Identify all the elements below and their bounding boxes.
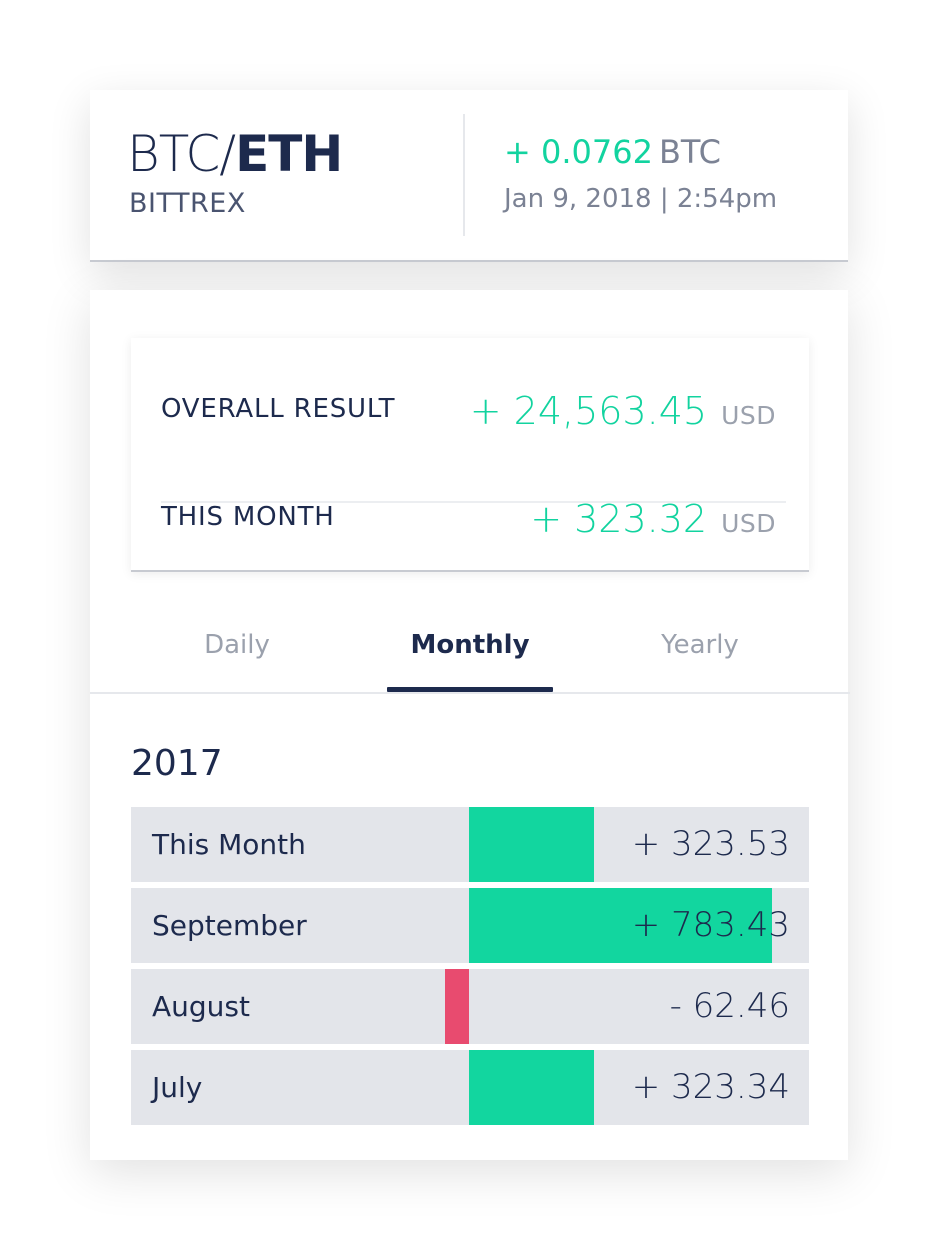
header-divider: [463, 114, 465, 236]
price-change: + 0.0762 BTC: [504, 132, 721, 172]
month-label: September: [152, 909, 307, 942]
month-value: + 783.43: [631, 905, 790, 945]
month-label: August: [152, 990, 250, 1023]
monthly-results-list: This Month + 323.53 September + 783.43 A…: [131, 807, 809, 1131]
this-month-value: + 323.32 USD: [530, 484, 776, 554]
tab-daily[interactable]: Daily: [204, 630, 270, 660]
active-tab-indicator: [387, 687, 553, 692]
pair-base: BTC/: [127, 125, 236, 183]
pair-quote: ETH: [235, 125, 343, 183]
month-value: - 62.46: [669, 986, 790, 1026]
results-card: OVERALL RESULT + 24,563.45 USD THIS MONTH…: [90, 290, 850, 1160]
month-row-september[interactable]: September + 783.43: [131, 888, 809, 963]
month-row-august[interactable]: August - 62.46: [131, 969, 809, 1044]
change-amount: + 0.0762: [504, 133, 653, 171]
overall-result-label: OVERALL RESULT: [161, 394, 396, 424]
this-month-amount: + 323.32: [530, 497, 708, 541]
year-heading: 2017: [131, 743, 223, 784]
month-row-july[interactable]: July + 323.34: [131, 1050, 809, 1125]
last-updated-timestamp: Jan 9, 2018 | 2:54pm: [504, 184, 778, 214]
overall-result-value: + 24,563.45 USD: [470, 376, 776, 446]
month-label: This Month: [152, 828, 306, 861]
overall-result-currency: USD: [721, 401, 776, 430]
this-month-currency: USD: [721, 509, 776, 538]
exchange-name: BITTREX: [129, 188, 246, 219]
month-row-this-month[interactable]: This Month + 323.53: [131, 807, 809, 882]
summary-divider: [161, 501, 786, 503]
overall-result-row: OVERALL RESULT + 24,563.45 USD: [161, 376, 786, 446]
trading-pair: BTC/ETH: [127, 124, 343, 184]
this-month-label: THIS MONTH: [161, 502, 335, 532]
summary-panel: OVERALL RESULT + 24,563.45 USD THIS MONTH…: [131, 338, 809, 572]
result-bar: [444, 969, 469, 1044]
month-label: July: [152, 1071, 203, 1104]
change-unit: BTC: [658, 133, 721, 171]
overall-result-amount: + 24,563.45: [469, 389, 708, 433]
month-value: + 323.53: [631, 824, 790, 864]
result-bar: [469, 888, 773, 963]
result-bar: [469, 807, 595, 882]
tabs-divider: [90, 692, 850, 694]
pair-header-card: BTC/ETH BITTREX + 0.0762 BTC Jan 9, 2018 …: [90, 90, 848, 262]
month-value: + 323.34: [631, 1067, 790, 1107]
tab-monthly[interactable]: Monthly: [410, 630, 530, 660]
this-month-row: THIS MONTH + 323.32 USD: [161, 484, 786, 554]
result-bar: [469, 1050, 595, 1125]
tab-yearly[interactable]: Yearly: [661, 630, 739, 660]
